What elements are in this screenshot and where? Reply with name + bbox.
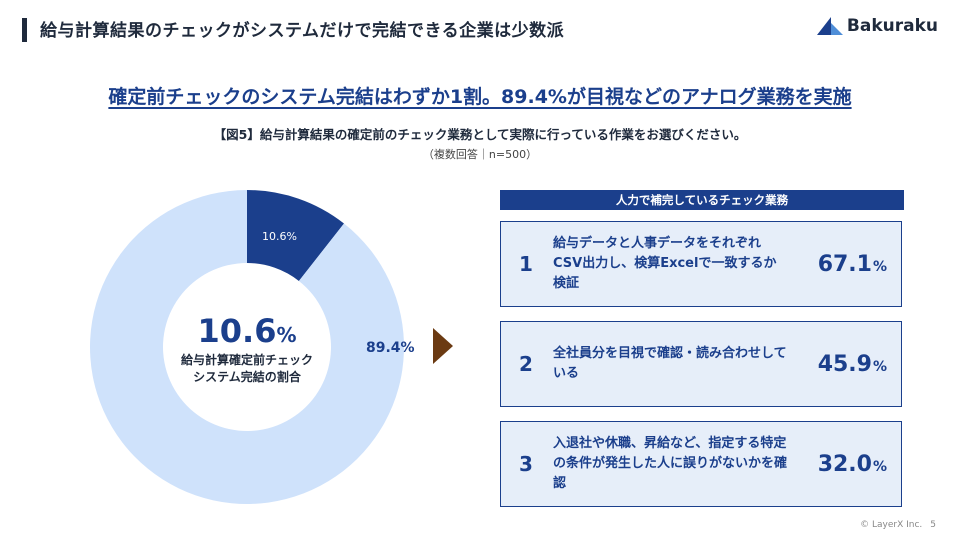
item-value-unit: %: [872, 459, 887, 475]
donut-center-value: 10.6%: [170, 312, 324, 350]
item-value-unit: %: [872, 259, 887, 275]
donut-chart: [90, 190, 404, 504]
list-item: 3 入退社や休職、昇給など、指定する特定の条件が発生した人に誤りがないかを確認 …: [500, 421, 902, 507]
headline-text: 確定前チェックのシステム完結はわずか1割。89.4%が目視などのアナログ業務を実…: [108, 86, 852, 108]
item-text: 入退社や休職、昇給など、指定する特定の条件が発生した人に誤りがないかを確認: [553, 422, 789, 506]
donut-slice-analog: [90, 190, 404, 504]
item-text: 全社員分を目視で確認・読み合わせしている: [553, 322, 789, 406]
panel-header: 人力で補完しているチェック業務: [500, 190, 904, 210]
bakuraku-logo-icon: [816, 17, 843, 35]
figure-note: （複数回答｜n=500）: [422, 148, 538, 161]
header-accent-bar: [22, 18, 27, 42]
donut-center-label-line1: 給与計算確定前チェック: [180, 353, 313, 367]
slice-label-analog: 89.4%: [366, 340, 415, 356]
item-value-number: 45.9: [817, 351, 872, 377]
item-value: 67.1%: [818, 222, 887, 306]
item-rank: 2: [519, 352, 533, 376]
footer-copyright: © LayerX Inc.: [860, 520, 923, 530]
item-value-number: 32.0: [817, 451, 872, 477]
item-text: 給与データと人事データをそれぞれCSV出力し、検算Excelで一致するか検証: [553, 222, 789, 306]
figure-question: 【図5】給与計算結果の確定前のチェック業務として実際に行っている作業をお選びくだ…: [213, 127, 747, 142]
item-text-content: 入退社や休職、昇給など、指定する特定の条件が発生した人に誤りがないかを確認: [553, 436, 788, 491]
logo: Bakuraku: [816, 16, 938, 36]
item-rank: 1: [519, 252, 533, 276]
donut-slice-system: [247, 190, 345, 281]
slice-label-system: 10.6%: [262, 230, 297, 243]
item-text-content: 給与データと人事データをそれぞれCSV出力し、検算Excelで一致するか検証: [553, 236, 777, 291]
donut-center-label-line2: システム完結の割合: [193, 370, 301, 384]
page-number: 5: [930, 520, 936, 530]
footer: © LayerX Inc. 5: [860, 520, 936, 530]
donut-center-number: 10.6: [197, 312, 277, 350]
item-value: 45.9%: [818, 322, 887, 406]
item-rank: 3: [519, 452, 533, 476]
list-item: 2 全社員分を目視で確認・読み合わせしている 45.9%: [500, 321, 902, 407]
headline: 確定前チェックのシステム完結はわずか1割。89.4%が目視などのアナログ業務を実…: [0, 82, 960, 109]
item-value-unit: %: [872, 359, 887, 375]
item-value: 32.0%: [818, 422, 887, 506]
logo-text: Bakuraku: [846, 16, 938, 36]
page-title: 給与計算結果のチェックがシステムだけで完結できる企業は少数派: [40, 21, 565, 41]
donut-center-unit: %: [276, 323, 297, 347]
donut-center-label: 給与計算確定前チェック システム完結の割合: [160, 352, 334, 386]
list-item: 1 給与データと人事データをそれぞれCSV出力し、検算Excelで一致するか検証…: [500, 221, 902, 307]
item-value-number: 67.1: [817, 251, 872, 277]
arrow-right-icon: [433, 328, 453, 364]
item-text-content: 全社員分を目視で確認・読み合わせしている: [553, 346, 787, 381]
